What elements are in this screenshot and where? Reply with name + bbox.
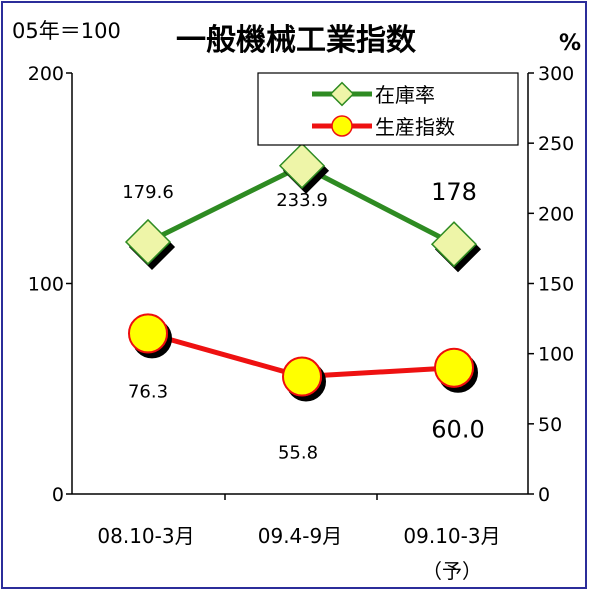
x-tick-label-1: 08.10-3月 (97, 524, 194, 548)
production-data-label: 55.8 (278, 443, 318, 464)
legend-marker-production (332, 116, 352, 136)
right-axis-unit: % (559, 31, 581, 56)
production-point (435, 349, 473, 387)
right-axis-tick-label: 100 (538, 344, 574, 366)
legend-label-stock: 在庫率 (375, 83, 435, 107)
right-axis-tick-label: 0 (538, 484, 550, 506)
right-axis-tick-label: 300 (538, 63, 574, 85)
chart-title: 一般機械工業指数 (176, 23, 417, 58)
left-axis-tick-label: 200 (28, 63, 64, 85)
right-axis-tick-label: 150 (538, 274, 574, 296)
left-axis-tick-label: 0 (52, 484, 64, 506)
production-point (129, 314, 167, 352)
legend-label-production: 生産指数 (375, 115, 455, 139)
right-axis-tick-label: 250 (538, 133, 574, 155)
legend: 在庫率 生産指数 (258, 73, 518, 145)
production-point (283, 358, 321, 396)
right-axis-tick-label: 200 (538, 203, 574, 225)
stock-point (432, 222, 476, 266)
x-tick-label-3: 09.10-3月 (403, 524, 500, 548)
stock-point (126, 220, 170, 264)
production-data-label: 76.3 (128, 381, 168, 402)
right-axis-tick-label: 50 (538, 414, 562, 436)
production-data-label: 60.0 (431, 416, 484, 444)
stock-point (280, 144, 324, 188)
left-axis-unit: 05年＝100 (12, 19, 121, 43)
left-axis-tick-label: 100 (28, 274, 64, 296)
x-tick-label-2: 09.4-9月 (258, 524, 342, 548)
x-tick-sublabel-3: （予） (422, 559, 482, 583)
stock-data-label: 178 (431, 178, 477, 206)
stock-data-label: 179.6 (122, 182, 174, 203)
stock-data-label: 233.9 (276, 190, 328, 211)
